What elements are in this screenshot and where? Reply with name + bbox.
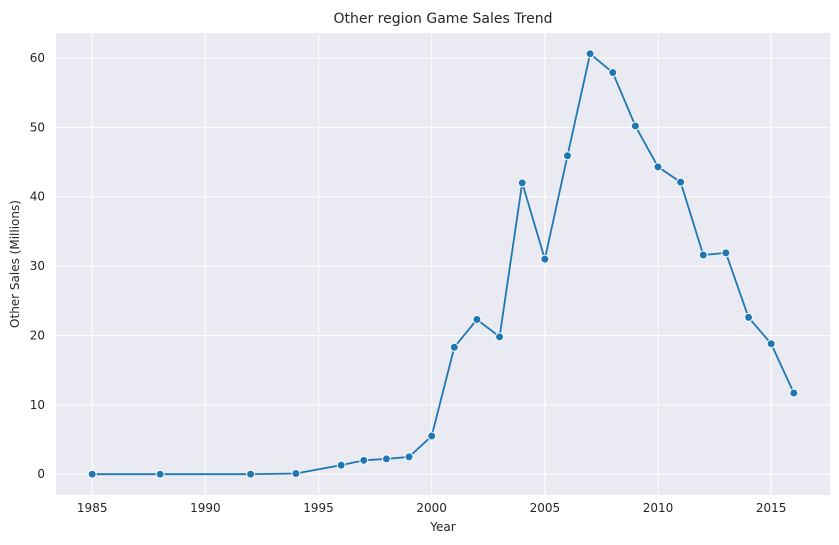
data-point [789, 388, 799, 398]
data-point [449, 342, 459, 352]
data-point [766, 339, 776, 349]
x-tick-label: 1995 [303, 501, 334, 515]
y-axis-label: Other Sales (Millions) [8, 200, 22, 328]
x-tick-label: 2005 [530, 501, 561, 515]
data-point [721, 248, 731, 258]
data-point [585, 49, 595, 59]
data-point [291, 468, 301, 478]
data-point [676, 177, 686, 187]
data-point [404, 452, 414, 462]
data-point [381, 454, 391, 464]
x-tick-label: 2010 [643, 501, 674, 515]
y-tick-label: 60 [30, 51, 45, 65]
tick-labels: 1985 1990 1995 2000 2005 2010 2015 0 10 20 30 40 50 6… [30, 51, 787, 515]
y-tick-label: 40 [30, 190, 45, 204]
data-point [472, 314, 482, 324]
y-tick-label: 0 [37, 467, 45, 481]
x-tick-label: 2000 [416, 501, 447, 515]
data-point [495, 332, 505, 342]
y-tick-label: 30 [30, 259, 45, 273]
y-tick-label: 20 [30, 328, 45, 342]
data-point [653, 162, 663, 172]
y-tick-label: 10 [30, 398, 45, 412]
data-point [155, 469, 165, 479]
data-point [744, 312, 754, 322]
data-point [517, 178, 527, 188]
data-point [540, 254, 550, 264]
x-tick-label: 1990 [190, 501, 221, 515]
data-point [562, 151, 572, 161]
data-point [359, 455, 369, 465]
data-point [427, 431, 437, 441]
data-point [608, 68, 618, 78]
data-point [246, 469, 256, 479]
grid [56, 33, 830, 495]
data-point [87, 469, 97, 479]
data-point [698, 250, 708, 260]
x-tick-label: 2015 [756, 501, 787, 515]
data-point [630, 121, 640, 131]
y-tick-label: 50 [30, 120, 45, 134]
chart-title: Other region Game Sales Trend [333, 11, 552, 27]
plot-area [56, 33, 830, 495]
data-point [336, 460, 346, 470]
x-axis-label: Year [429, 520, 455, 534]
x-tick-label: 1985 [77, 501, 108, 515]
series [87, 49, 799, 479]
